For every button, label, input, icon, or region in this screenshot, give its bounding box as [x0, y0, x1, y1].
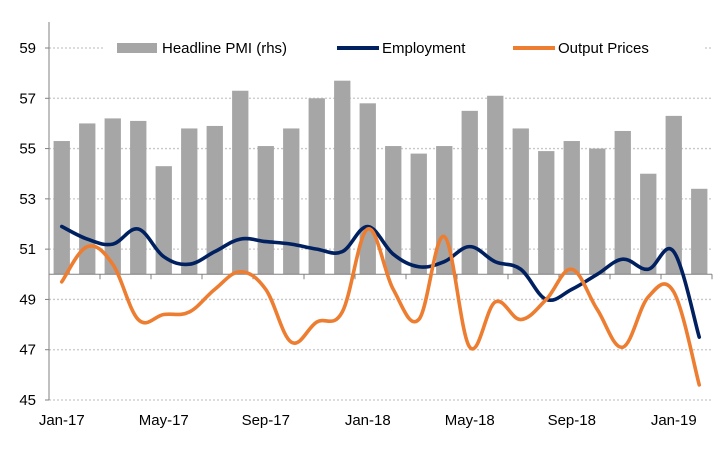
legend-swatch-bar [117, 43, 157, 53]
bar [308, 98, 325, 275]
line-output-prices [59, 227, 702, 387]
y-tick-label: 45 [19, 392, 36, 409]
y-axis-ticks: 45 47 49 51 53 55 57 59 [19, 40, 49, 409]
y-tick-label: 51 [19, 241, 36, 258]
legend: Headline PMI (rhs) Employment Output Price… [105, 38, 705, 58]
bar [640, 173, 657, 275]
bar [206, 125, 223, 275]
bar [334, 80, 351, 275]
legend-label: Headline PMI (rhs) [162, 40, 287, 57]
bar [232, 90, 249, 275]
y-tick-label: 59 [19, 40, 36, 57]
bar [130, 120, 147, 275]
x-tick-label: Sep-17 [242, 412, 290, 429]
x-tick-label: Sep-18 [548, 412, 596, 429]
x-tick-label: May-18 [445, 412, 495, 429]
line-employment [59, 224, 702, 339]
x-tick-label: May-17 [139, 412, 189, 429]
bar [181, 128, 198, 275]
x-tick-label: Jan-18 [345, 412, 391, 429]
legend-label: Output Prices [558, 40, 649, 57]
bar [614, 130, 631, 275]
bar [257, 146, 274, 275]
bar [410, 153, 427, 275]
bar [155, 166, 172, 275]
y-tick-label: 53 [19, 191, 36, 208]
y-tick-label: 49 [19, 291, 36, 308]
bar [512, 128, 529, 275]
gridlines [49, 47, 712, 401]
bar [538, 151, 555, 275]
line-series [59, 224, 702, 387]
bar [487, 95, 504, 275]
bar [104, 118, 121, 275]
y-tick-label: 47 [19, 342, 36, 359]
y-tick-label: 55 [19, 141, 36, 158]
x-axis-ticks: Jan-17 May-17 Sep-17 Jan-18 May-18 Sep-18 Jan-… [39, 412, 697, 429]
bar [385, 146, 402, 275]
x-tick-label: Jan-19 [651, 412, 697, 429]
bar [691, 188, 708, 275]
bar [665, 115, 682, 275]
bar [563, 141, 580, 275]
axes [48, 22, 713, 400]
y-tick-label: 57 [19, 90, 36, 107]
x-tick-label: Jan-17 [39, 412, 85, 429]
legend-background [105, 38, 705, 58]
legend-label: Employment [382, 40, 466, 57]
bar [359, 103, 376, 275]
bar [283, 128, 300, 275]
bar [589, 148, 606, 275]
bar-series-headline-pmi [53, 80, 708, 275]
bar [461, 110, 478, 275]
bar [53, 141, 70, 275]
